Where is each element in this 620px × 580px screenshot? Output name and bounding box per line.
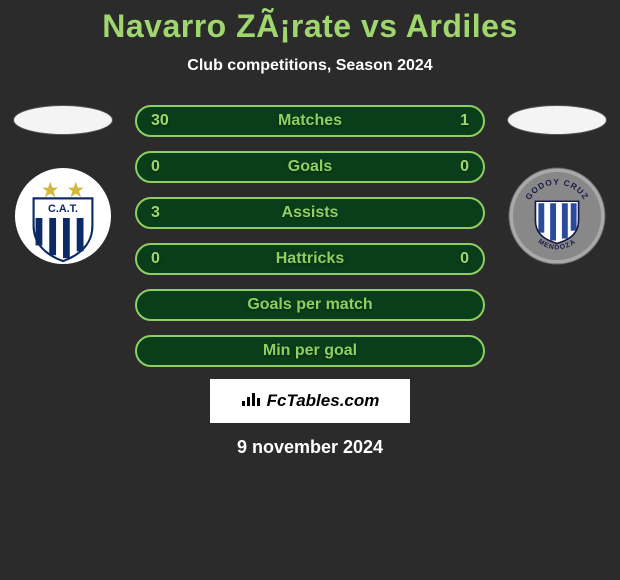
stat-label: Matches: [137, 112, 483, 130]
right-team-badge: GODOY CRUZ MENDOZA: [508, 167, 606, 265]
stat-label: Goals per match: [137, 296, 483, 314]
stat-row-min-per-goal: Min per goal: [135, 335, 485, 367]
left-player-photo-placeholder: [13, 105, 113, 135]
ftables-label: FcTables.com: [267, 391, 380, 411]
stat-left-value: 0: [151, 250, 160, 268]
stat-row-assists: 3 Assists: [135, 197, 485, 229]
stats-column: 30 Matches 1 0 Goals 0 3 Assists 0 Hattr…: [135, 105, 485, 367]
stat-label: Assists: [137, 204, 483, 222]
stat-right-value: 0: [460, 250, 469, 268]
stat-right-value: 0: [460, 158, 469, 176]
stat-row-hattricks: 0 Hattricks 0: [135, 243, 485, 275]
ftables-watermark: FcTables.com: [210, 379, 410, 423]
stat-label: Goals: [137, 158, 483, 176]
stat-row-goals-per-match: Goals per match: [135, 289, 485, 321]
stat-left-value: 3: [151, 204, 160, 222]
left-team-badge: C.A.T.: [14, 167, 112, 265]
stat-label: Hattricks: [137, 250, 483, 268]
svg-text:C.A.T.: C.A.T.: [48, 203, 78, 215]
left-player-column: C.A.T.: [9, 105, 117, 265]
stat-label: Min per goal: [137, 342, 483, 360]
stat-left-value: 30: [151, 112, 169, 130]
right-player-photo-placeholder: [507, 105, 607, 135]
stat-row-matches: 30 Matches 1: [135, 105, 485, 137]
page-subtitle: Club competitions, Season 2024: [0, 57, 620, 75]
stat-left-value: 0: [151, 158, 160, 176]
right-player-column: GODOY CRUZ MENDOZA: [503, 105, 611, 265]
stat-right-value: 1: [460, 112, 469, 130]
page-title: Navarro ZÃ¡rate vs Ardiles: [0, 8, 620, 45]
comparison-date: 9 november 2024: [0, 437, 620, 458]
stat-row-goals: 0 Goals 0: [135, 151, 485, 183]
chart-icon: [241, 391, 261, 412]
